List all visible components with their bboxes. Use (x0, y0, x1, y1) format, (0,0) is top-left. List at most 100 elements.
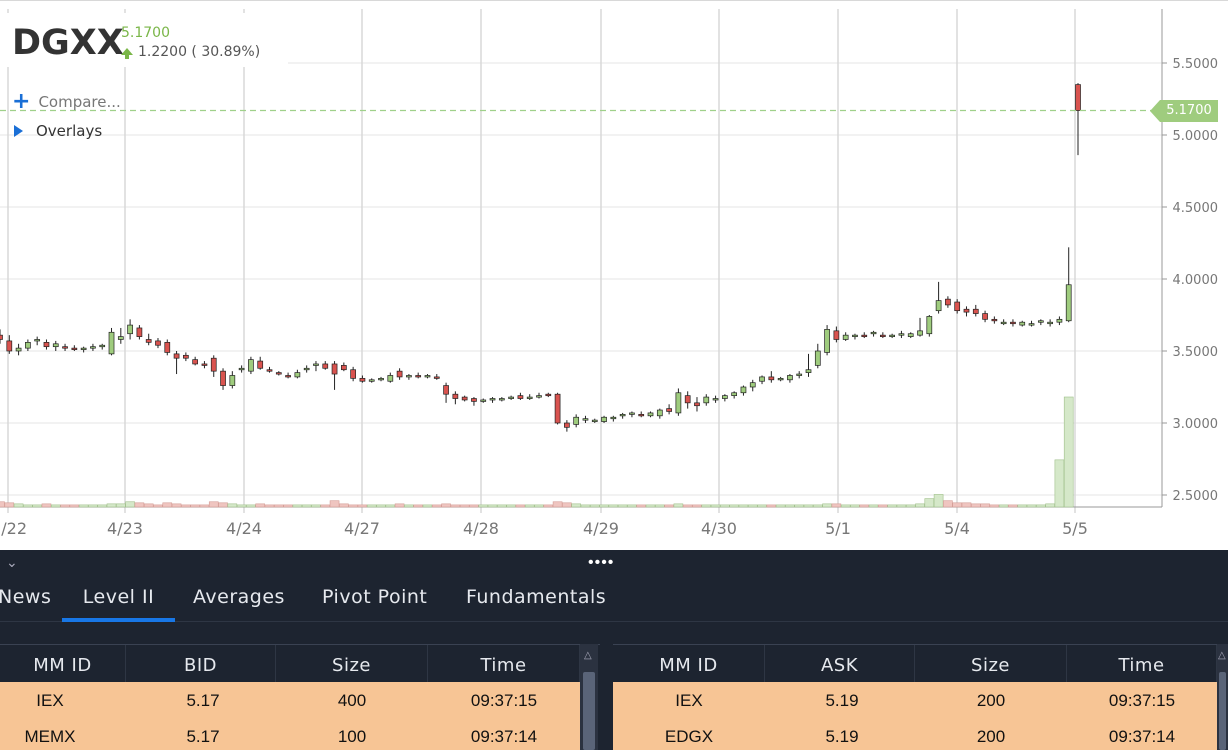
ask-header-row: MM ID ASK Size Time (613, 644, 1228, 683)
candle-body (350, 369, 356, 379)
ask-col-time[interactable]: Time (1067, 645, 1217, 683)
ask-mmid: IEX (675, 691, 703, 710)
bid-col-mmid[interactable]: MM ID (0, 645, 126, 683)
candle-body (1019, 321, 1026, 326)
volume-bar (385, 504, 396, 508)
y-tick-label: 5.0000 (1173, 129, 1219, 144)
ticker-header: DGXX 5.1700 1.2200 ( 30.89%) (0, 13, 288, 67)
candle-body (359, 378, 366, 382)
volume-bar (766, 504, 777, 508)
candle-body (322, 363, 329, 369)
ask-scroll-thumb[interactable] (1219, 672, 1226, 750)
candle-body (749, 382, 756, 388)
ask-size: 200 (976, 727, 1006, 746)
candle-body (647, 412, 654, 417)
candle-body (25, 342, 31, 349)
table-row[interactable]: MEMX 5.17 100 09:37:14 (0, 718, 580, 750)
candle-body (536, 395, 542, 398)
volume-bar (980, 503, 990, 508)
volume-bar (116, 503, 126, 508)
volume-bar (199, 504, 210, 508)
candle-body (387, 375, 394, 382)
bid-col-size[interactable]: Size (276, 645, 428, 683)
volume-bar (524, 504, 535, 508)
volume-bar (236, 504, 247, 508)
tab-news[interactable]: News (0, 586, 52, 608)
volume-bar (822, 503, 832, 508)
tab-fundamentals[interactable]: Fundamentals (466, 586, 607, 608)
candle-body (917, 330, 923, 336)
ask-col-size[interactable]: Size (915, 645, 1067, 683)
volume-bar (1036, 504, 1046, 508)
candle-body (285, 375, 291, 378)
candle-body (173, 353, 180, 359)
volume-bar (227, 503, 238, 508)
bid-col-bid[interactable]: BID (126, 645, 276, 683)
tab-averages[interactable]: Averages (193, 586, 285, 608)
x-tick-label: 4/30 (701, 519, 737, 538)
candle-body (740, 386, 747, 394)
candle-body (889, 334, 895, 338)
chevron-up-icon[interactable]: △ (1218, 650, 1226, 661)
volume-bar (357, 504, 368, 508)
candle-body (861, 334, 868, 338)
bid-col-time[interactable]: Time (428, 645, 580, 683)
candle-body (508, 396, 514, 399)
candle-body (257, 360, 264, 369)
volume-bar (785, 504, 795, 508)
volume-bar (329, 500, 340, 508)
tab-pivot-point[interactable]: Pivot Point (322, 586, 428, 608)
candle-body (201, 363, 208, 366)
candle-body (954, 301, 961, 312)
y-tick-label: 5.5000 (1173, 57, 1219, 72)
chevron-down-icon[interactable]: ⌄ (6, 554, 18, 570)
volume-bar (320, 504, 331, 508)
candle-body (1056, 318, 1063, 323)
ask-col-mmid[interactable]: MM ID (613, 645, 765, 683)
volume-bar (450, 504, 461, 508)
candle-body (666, 408, 672, 412)
volume-bar (506, 504, 516, 508)
volume-bar (125, 501, 135, 508)
volume-bar (896, 504, 907, 508)
overlays-button[interactable]: Overlays (14, 122, 102, 140)
bid-scrollbar[interactable]: △ (580, 644, 598, 750)
price-change: 1.2200 ( 30.89%) (121, 44, 260, 60)
candle-body (926, 316, 933, 335)
volume-bar (1017, 504, 1028, 508)
chevron-up-icon[interactable]: △ (584, 650, 592, 661)
bid-book: MM ID BID Size Time IEX 5.17 400 09:37:1… (0, 644, 600, 750)
volume-bar (692, 504, 702, 508)
bid-size: 100 (337, 727, 367, 746)
candle-body (52, 343, 59, 348)
volume-bar (348, 504, 358, 508)
ask-col-ask[interactable]: ASK (765, 645, 915, 683)
candle-body (127, 324, 133, 335)
candle-body (582, 418, 589, 421)
resize-handle[interactable]: •••• (588, 554, 615, 571)
table-row[interactable]: IEX 5.17 400 09:37:15 (0, 682, 580, 718)
bid-scroll-thumb[interactable] (583, 672, 595, 750)
candle-body (573, 416, 580, 425)
volume-bar (60, 504, 70, 508)
volume-bar (617, 504, 628, 508)
ask-scrollbar[interactable]: △ (1217, 644, 1228, 750)
volume-bar (264, 504, 275, 508)
candle-body (684, 395, 691, 404)
volume-bar (1026, 504, 1037, 508)
volume-bar (738, 504, 749, 508)
candle-body (248, 359, 254, 372)
volume-bar (459, 504, 470, 508)
table-row[interactable]: EDGX 5.19 200 09:37:14 (613, 718, 1217, 750)
candle-body (0, 334, 3, 340)
price-chart[interactable]: 5.5000 5.0000 4.5000 4.0000 3.5000 3.0000 2.50… (0, 0, 1228, 550)
volume-bar (645, 504, 656, 508)
ask-time: 09:37:14 (1108, 727, 1176, 746)
candle-body (694, 402, 700, 407)
candle-body (313, 363, 319, 366)
candlestick-chart-svg[interactable]: 5.5000 5.0000 4.5000 4.0000 3.5000 3.0000 2.50… (0, 1, 1228, 551)
tab-level-ii[interactable]: Level II (62, 584, 175, 622)
compare-button[interactable]: + Compare... (12, 91, 121, 113)
table-row[interactable]: IEX 5.19 200 09:37:15 (613, 682, 1217, 718)
